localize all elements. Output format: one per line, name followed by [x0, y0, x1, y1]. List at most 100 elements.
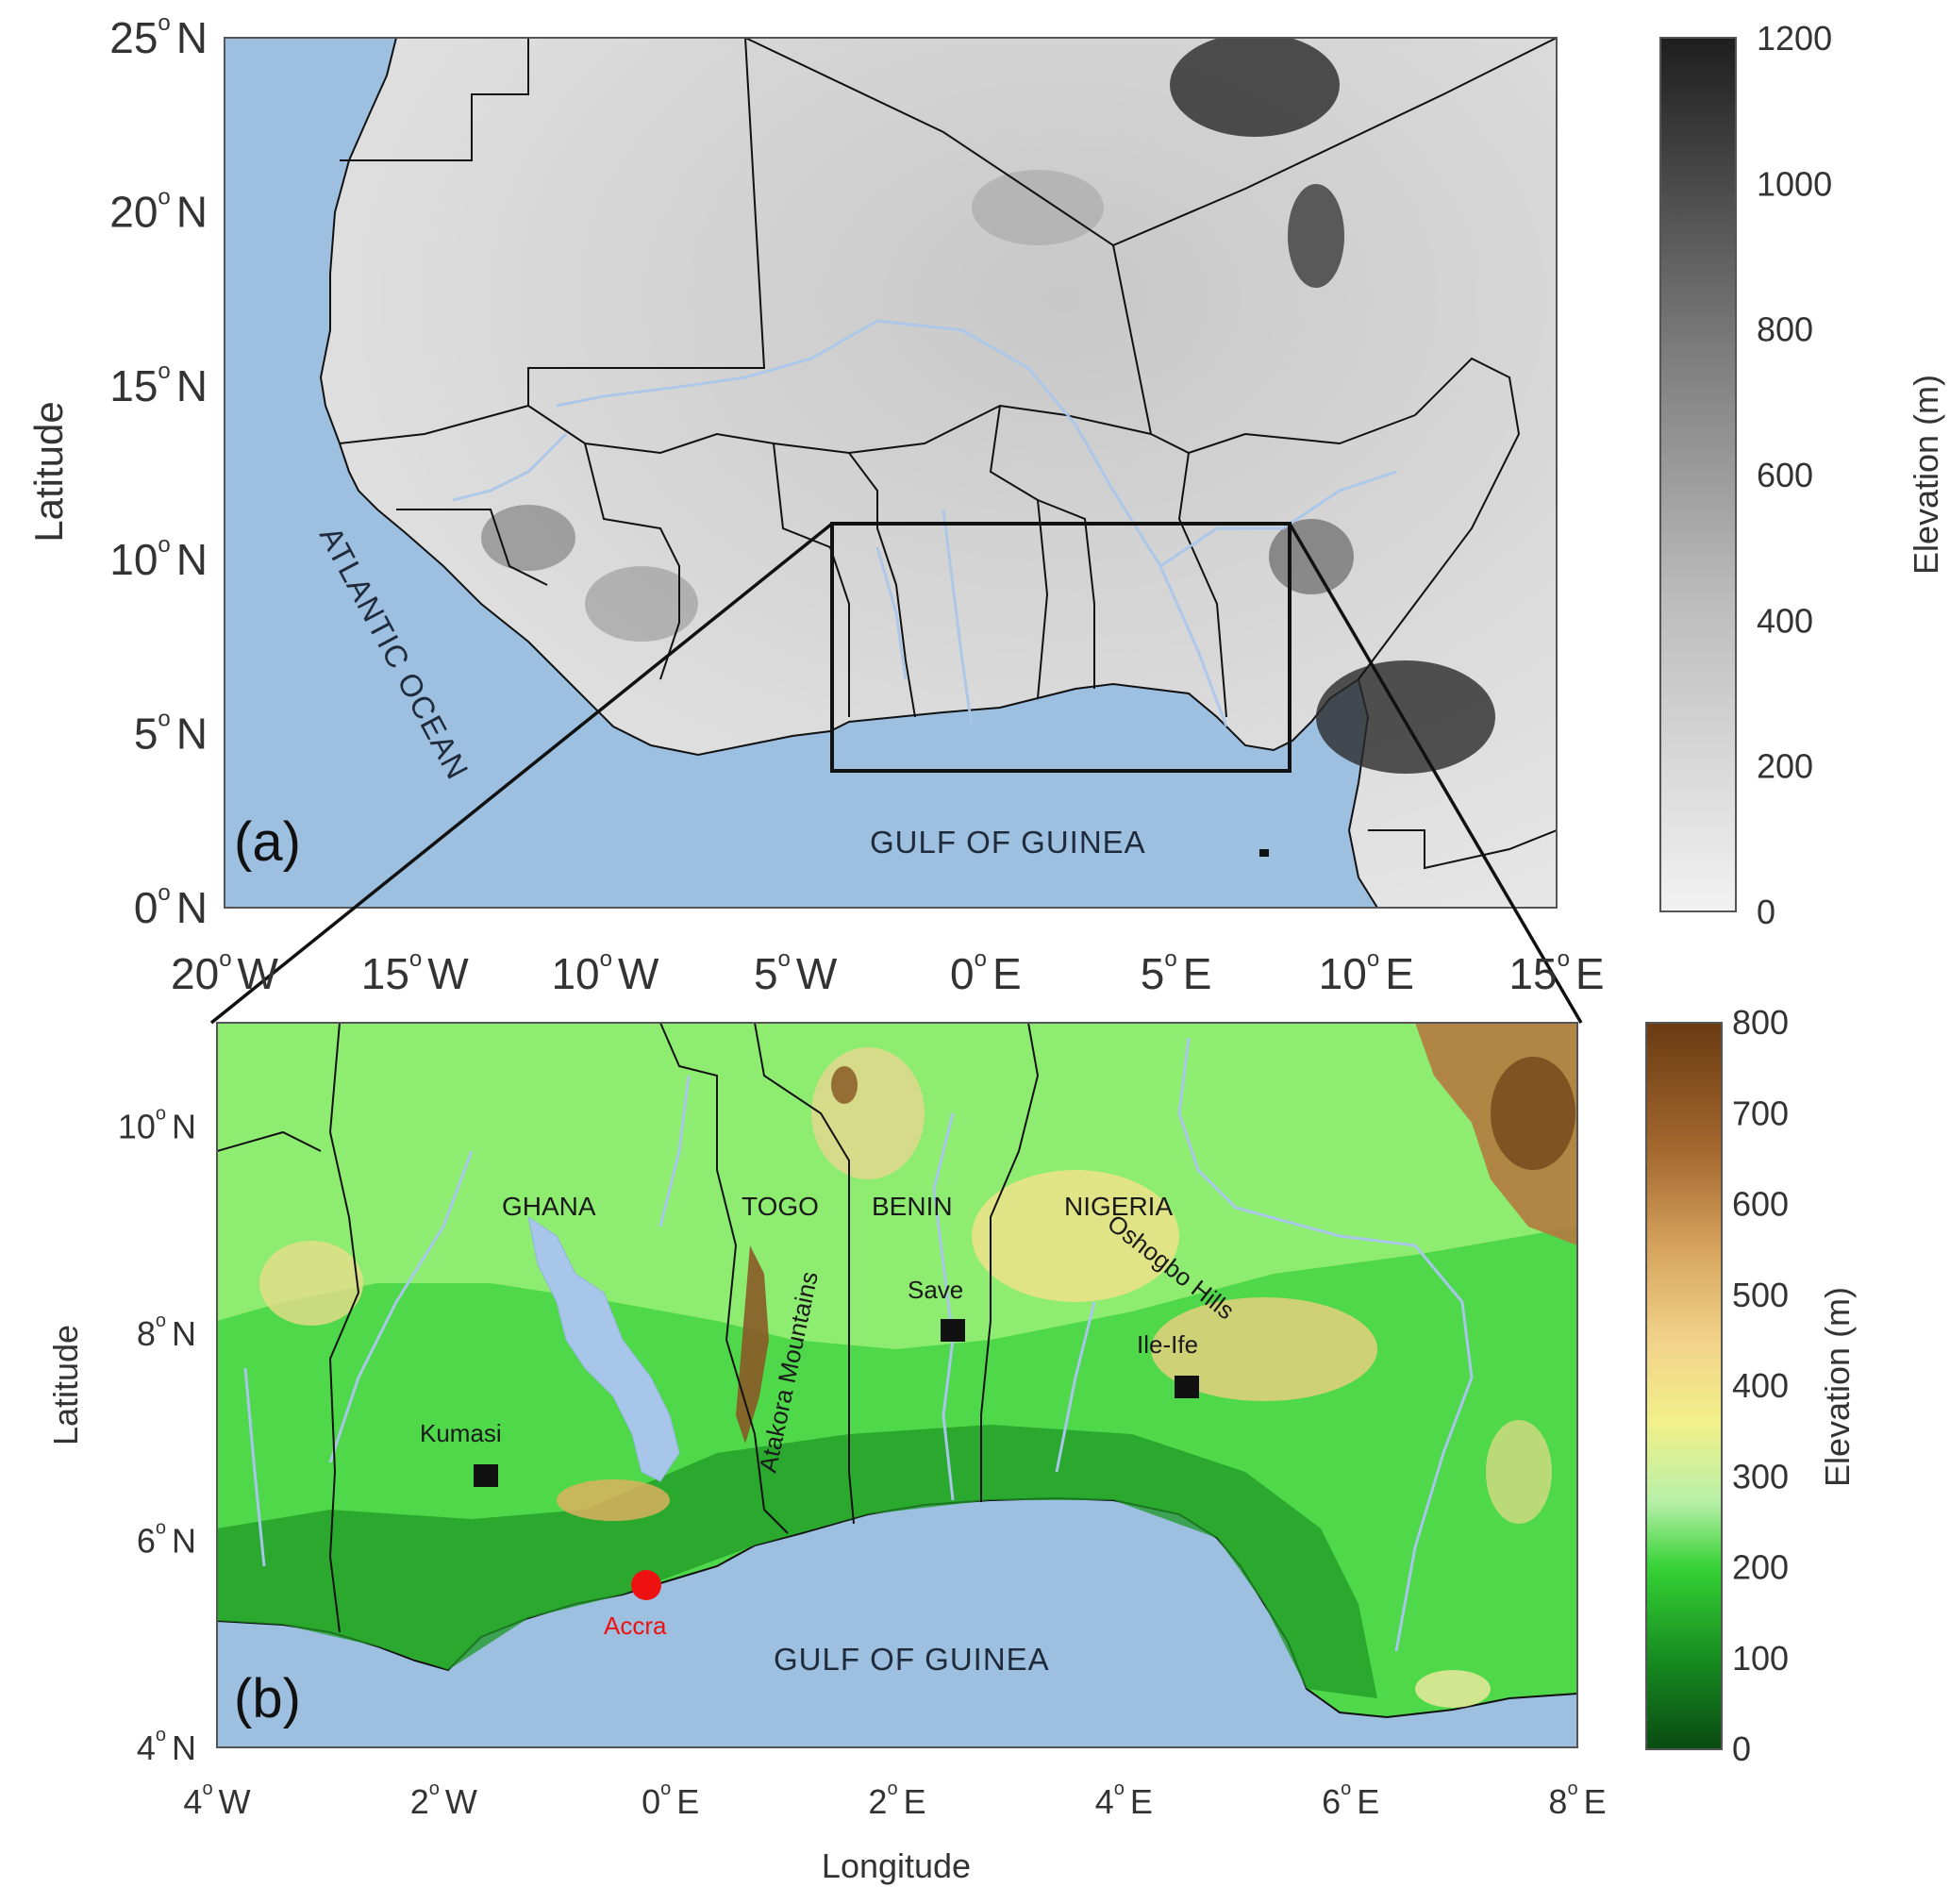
panel-a-y-tick: 15o N [109, 359, 208, 410]
panel-a-y-tick: 0o N [134, 880, 208, 932]
panel-a-colorbar-tick: 600 [1757, 456, 1813, 494]
panel-b-colorbar-tick: 800 [1732, 1003, 1789, 1042]
zoom-line-right [1288, 523, 1583, 1024]
panel-b-colorbar-tick: 500 [1732, 1276, 1789, 1314]
panel-a-x-tick: 10o E [1319, 946, 1414, 998]
highland-air [1288, 184, 1344, 288]
panel-b-west-ghana-hills [259, 1241, 363, 1326]
panel-b-x-tick: 4o E [1095, 1779, 1153, 1821]
highland-adrar [972, 170, 1104, 245]
ghana-label: GHANA [502, 1192, 596, 1221]
highland-cameroon [1316, 660, 1495, 774]
panel-b-akwapim [557, 1479, 670, 1521]
panel-b-colorbar-tick: 0 [1732, 1729, 1751, 1768]
accra-marker [631, 1570, 661, 1600]
panel-b-x-tick: 8o E [1548, 1779, 1606, 1821]
panel-b-xlabel: Longitude [822, 1846, 971, 1885]
panel-a-colorbar-tick: 400 [1757, 601, 1813, 640]
panel-b-colorbar [1645, 1022, 1723, 1750]
gulf-of-guinea-label-a: GULF OF GUINEA [870, 825, 1146, 860]
benin-label: BENIN [872, 1192, 953, 1221]
panel-a-y-tick: 20o N [109, 184, 208, 236]
panel-b-x-tick: 2o W [410, 1779, 477, 1821]
panel-b-rivers [243, 1037, 1474, 1652]
kumasi-label: Kumasi [420, 1419, 502, 1447]
panel-a-y-tick: 25o N [109, 10, 208, 62]
panel-a-x-ticks: 20o W 15o W 10o W 5o W 0o E 5o E 10o E 15o E [171, 946, 1605, 998]
panel-a-colorbar [1659, 37, 1737, 912]
highland-guinea [585, 566, 698, 642]
panel-b-label: (b) [234, 1668, 301, 1729]
panel-a-borders [339, 38, 1557, 870]
inset-box [830, 522, 1292, 773]
panel-a-x-tick: 0o E [950, 946, 1022, 998]
panel-a-colorbar-tick: 200 [1757, 747, 1813, 786]
kumasi-marker [474, 1464, 498, 1487]
panel-a-y-ticks: 0o N 5o N 10o N 15o N 20o N 25o N [109, 10, 208, 932]
panel-a-x-tick: 20o W [171, 946, 279, 998]
panel-b-y-tick: 10o N [118, 1104, 196, 1146]
panel-a-x-tick: 15o W [361, 946, 470, 998]
panel-b-colorbar-tick: 600 [1732, 1185, 1789, 1224]
panel-b-x-tick: 6o E [1322, 1779, 1379, 1821]
panel-a-colorbar-tick: 0 [1757, 893, 1775, 931]
highland-ahaggar [1170, 38, 1340, 137]
panel-b-x-tick: 2o E [868, 1779, 925, 1821]
panel-b-y-ticks: 4o N 6o N 8o N 10o N [118, 1104, 196, 1767]
panel-a-frame [224, 37, 1558, 909]
panel-a-rivers [452, 319, 1397, 727]
panel-b-colorbar-tick: 100 [1732, 1639, 1789, 1678]
panel-b-lake-volta [527, 1215, 680, 1482]
nigeria-label: NIGERIA [1064, 1192, 1173, 1221]
panel-a-colorbar-ticks: 0 200 400 600 800 1000 1200 [1757, 19, 1832, 931]
panel-b-delta-sand [1415, 1670, 1491, 1708]
panel-b-y-tick: 6o N [137, 1518, 196, 1561]
panel-b-map: (b) GULF OF GUINEA GHANA TOGO BENIN NIGE… [46, 1003, 1857, 1885]
gulf-of-guinea-label-b: GULF OF GUINEA [774, 1642, 1050, 1677]
highland-jos [1269, 519, 1354, 594]
save-label: Save [908, 1276, 963, 1304]
panel-b-ylabel: Latitude [46, 1325, 85, 1445]
panel-b-colorbar-tick: 300 [1732, 1457, 1789, 1495]
panel-a-x-tick: 5o W [754, 946, 838, 998]
panel-b-y-tick: 8o N [137, 1311, 196, 1353]
panel-a-y-tick: 10o N [109, 532, 208, 584]
panel-b-borders [217, 1023, 1040, 1633]
panel-a-x-tick: 10o W [551, 946, 659, 998]
panel-a-x-tick: 15o E [1508, 946, 1604, 998]
ile-ife-marker [1175, 1376, 1199, 1398]
panel-b-oshogbo-highland [1151, 1297, 1377, 1401]
panel-b-atakora-north [831, 1066, 858, 1104]
panel-b-jos-peak [1491, 1057, 1575, 1170]
panel-a-colorbar-title: Elevation (m) [1907, 375, 1945, 575]
panel-b-y-tick: 4o N [137, 1725, 196, 1767]
panel-b-x-ticks: 4o W 2o W 0o E 2o E 4o E 6o E 8o E [183, 1779, 1606, 1821]
panel-b-frame [216, 1022, 1578, 1748]
save-marker [941, 1319, 965, 1342]
panel-b-colorbar-title: Elevation (m) [1818, 1287, 1857, 1487]
ile-ife-label: Ile-Ife [1137, 1330, 1198, 1359]
panel-a-colorbar-tick: 800 [1757, 310, 1813, 349]
panel-b-east-hills [1486, 1420, 1552, 1524]
togo-label: TOGO [742, 1192, 819, 1221]
zoom-line-left [209, 522, 834, 1025]
panel-a-y-tick: 5o N [134, 707, 208, 759]
panel-b-x-tick: 0o E [642, 1779, 699, 1821]
accra-label: Accra [604, 1612, 667, 1640]
panel-a-colorbar-tick: 1200 [1757, 19, 1832, 58]
panel-b-oyo-plateau [972, 1170, 1179, 1302]
panel-a-label: (a) [234, 811, 301, 873]
panel-b-x-tick: 4o W [183, 1779, 250, 1821]
panel-b-colorbar-tick: 700 [1732, 1094, 1789, 1132]
panel-b-benin-north [811, 1047, 925, 1179]
panel-b-colorbar-tick: 400 [1732, 1366, 1789, 1405]
panel-b-colorbar-tick: 200 [1732, 1548, 1789, 1587]
panel-a-ylabel: Latitude [26, 401, 71, 542]
panel-b-colorbar-ticks: 0 100 200 300 400 500 600 700 800 [1732, 1003, 1789, 1768]
panel-a-x-tick: 5o E [1141, 946, 1212, 998]
panel-b-coastal-low [217, 1425, 1377, 1698]
panel-b-atakora-range [736, 1245, 769, 1444]
panel-a-map: (a) GULF OF GUINEA ATLANTIC OCEAN Latitu… [26, 10, 1945, 1025]
panel-a-island [1259, 849, 1269, 857]
